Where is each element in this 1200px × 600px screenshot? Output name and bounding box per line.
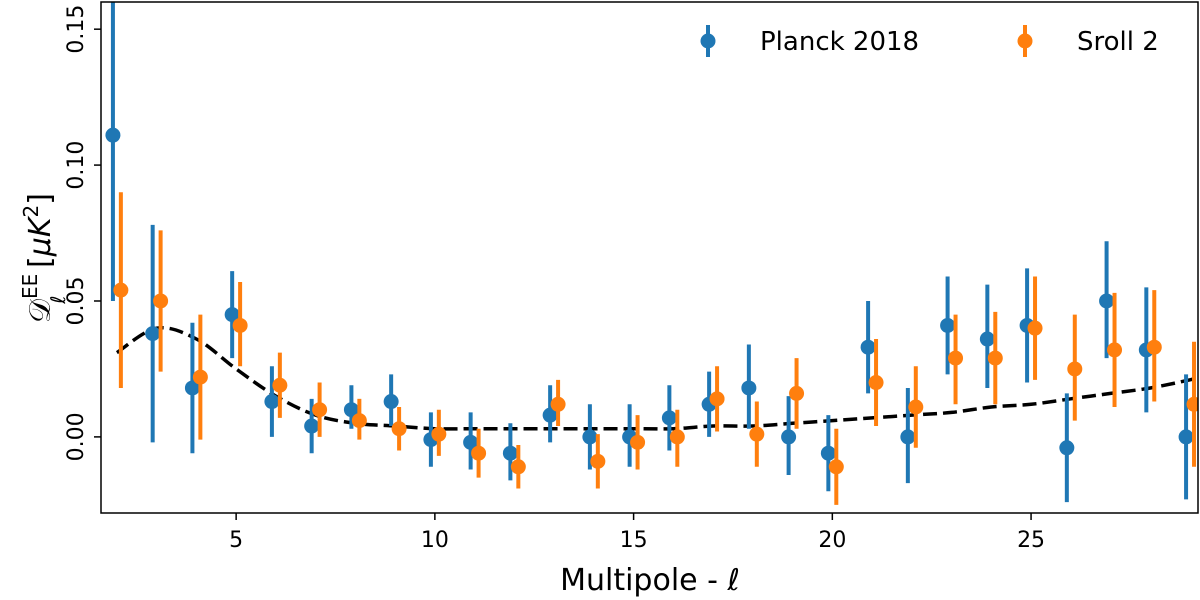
data-point bbox=[184, 380, 200, 396]
y-label-unit: μK bbox=[23, 215, 58, 257]
y-label-unit-sup: 2 bbox=[19, 205, 43, 218]
data-point bbox=[113, 282, 129, 298]
y-tick-label: 0.15 bbox=[64, 5, 89, 54]
data-point bbox=[550, 396, 566, 412]
data-point bbox=[351, 413, 367, 429]
data-point bbox=[669, 429, 685, 445]
data-point bbox=[820, 445, 836, 461]
plot-area bbox=[105, 2, 1198, 505]
legend-label: Planck 2018 bbox=[760, 27, 919, 57]
data-point bbox=[979, 331, 995, 347]
data-point bbox=[232, 317, 248, 333]
data-point bbox=[343, 402, 359, 418]
data-point bbox=[304, 418, 320, 434]
y-axis-label: 𝒟EE ℓ [μK2] bbox=[18, 193, 70, 323]
legend-label: Sroll 2 bbox=[1077, 27, 1159, 57]
x-tick-label: 5 bbox=[229, 528, 243, 553]
data-point bbox=[383, 394, 399, 410]
data-point bbox=[431, 426, 447, 442]
y-tick-label: 0.10 bbox=[64, 141, 89, 190]
data-point bbox=[471, 445, 487, 461]
data-point bbox=[1178, 429, 1194, 445]
data-point bbox=[224, 307, 240, 323]
data-point bbox=[948, 350, 964, 366]
data-point bbox=[264, 394, 280, 410]
data-point bbox=[542, 407, 558, 423]
y-tick-label: 0.00 bbox=[64, 412, 89, 461]
data-point bbox=[749, 426, 765, 442]
data-point bbox=[789, 385, 805, 401]
y-axis: 0.00 0.05 0.10 0.15 bbox=[64, 5, 101, 461]
legend-marker bbox=[1017, 33, 1033, 49]
y-label-unit-open: [ bbox=[23, 256, 58, 277]
data-point bbox=[463, 434, 479, 450]
data-point bbox=[272, 377, 288, 393]
data-point bbox=[1107, 342, 1123, 358]
x-axis: 5 10 15 20 25 bbox=[229, 513, 1045, 553]
x-tick-label: 10 bbox=[421, 528, 449, 553]
legend-marker bbox=[700, 33, 716, 49]
data-point bbox=[1186, 396, 1198, 412]
data-point bbox=[1146, 339, 1162, 355]
data-point bbox=[741, 380, 757, 396]
data-point bbox=[391, 421, 407, 437]
data-point bbox=[828, 459, 844, 475]
data-point bbox=[582, 429, 598, 445]
data-point bbox=[1059, 440, 1075, 456]
data-point bbox=[908, 399, 924, 415]
y-label-superscript: EE bbox=[18, 274, 42, 299]
plot-inner bbox=[105, 2, 1198, 505]
data-point bbox=[502, 445, 518, 461]
data-point bbox=[590, 453, 606, 469]
y-label-unit-close: ] bbox=[23, 193, 58, 205]
data-point bbox=[192, 369, 208, 385]
data-point bbox=[105, 127, 121, 143]
y-label-symbol: 𝒟 bbox=[23, 299, 58, 323]
data-point bbox=[900, 429, 916, 445]
data-point bbox=[153, 293, 169, 309]
data-point bbox=[1099, 293, 1115, 309]
x-tick-label: 25 bbox=[1017, 528, 1045, 553]
y-tick-label: 0.05 bbox=[64, 276, 89, 325]
data-point bbox=[709, 391, 725, 407]
data-point bbox=[312, 402, 328, 418]
y-label-subscript: ℓ bbox=[46, 295, 70, 304]
series-0 bbox=[105, 2, 1194, 503]
data-point bbox=[630, 434, 646, 450]
x-tick-label: 20 bbox=[818, 528, 846, 553]
data-point bbox=[145, 326, 161, 342]
data-point bbox=[1067, 361, 1083, 377]
series-1 bbox=[113, 192, 1198, 505]
data-point bbox=[940, 317, 956, 333]
data-point bbox=[987, 350, 1003, 366]
model-curve-line bbox=[115, 325, 1198, 431]
data-point bbox=[1027, 320, 1043, 336]
legend: Planck 2018 Sroll 2 bbox=[700, 25, 1159, 57]
x-tick-label: 15 bbox=[620, 528, 648, 553]
x-axis-label: Multipole - ℓ bbox=[560, 563, 740, 598]
data-point bbox=[781, 429, 797, 445]
data-point bbox=[860, 339, 876, 355]
data-point bbox=[510, 459, 526, 475]
plot-frame bbox=[100, 1, 1199, 514]
data-point bbox=[661, 410, 677, 426]
data-point bbox=[868, 375, 884, 391]
